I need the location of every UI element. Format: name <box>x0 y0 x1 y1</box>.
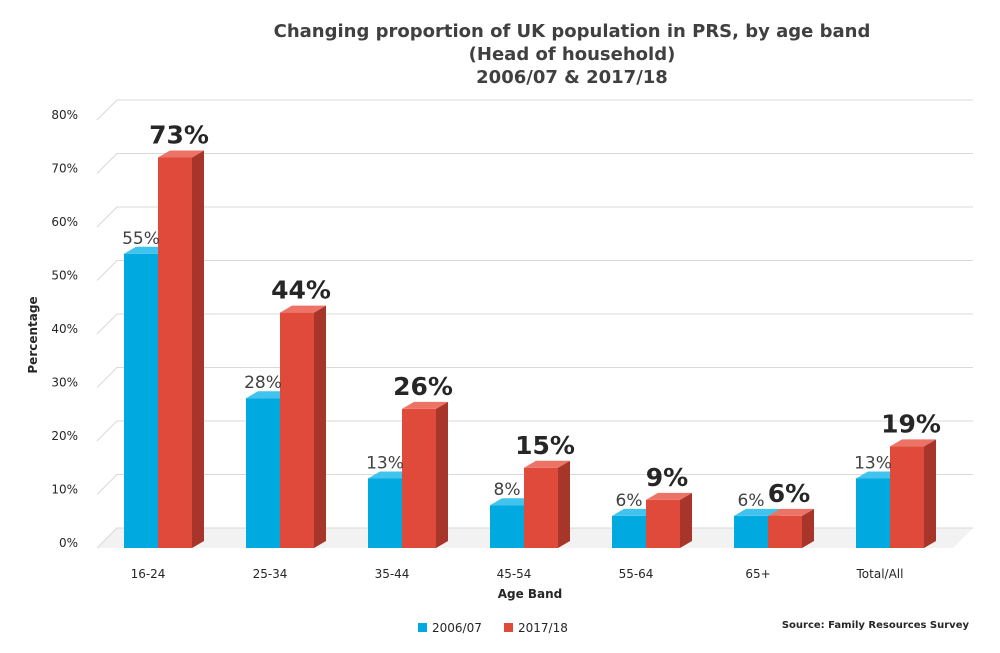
y-tick-label: 20% <box>51 429 78 443</box>
bar-series2 <box>524 460 570 548</box>
bar-top <box>158 150 204 158</box>
data-label: 13% <box>854 453 892 473</box>
data-label: 6% <box>768 479 810 508</box>
data-label: 44% <box>271 276 331 305</box>
bar-top <box>768 508 814 516</box>
x-tick-label: 55-64 <box>619 567 654 581</box>
bar-series2 <box>768 508 814 548</box>
legend-label: 2017/18 <box>518 621 568 635</box>
gridline <box>96 99 973 121</box>
x-axis-ticks: 16-24 25-34 35-44 45-54 55-64 65+ Total/All <box>131 567 904 581</box>
bar-side <box>436 401 448 548</box>
y-axis-ticks: 0% 10% 20% 30% 40% 50% 60% 70% 80% <box>51 108 78 550</box>
gridline <box>96 474 973 495</box>
y-tick-label: 60% <box>51 215 78 229</box>
legend-swatch <box>504 623 513 632</box>
data-label: 26% <box>393 372 453 401</box>
bar-front <box>734 515 768 548</box>
title-line-2: (Head of household) <box>469 44 676 65</box>
y-tick-label: 70% <box>51 162 78 176</box>
bar-top <box>402 401 448 409</box>
bar-side <box>558 460 570 548</box>
bar-top <box>646 492 692 500</box>
title-line-1: Changing proportion of UK population in … <box>274 21 871 42</box>
bar-front <box>856 478 890 548</box>
bar-side <box>924 439 936 548</box>
bar-front <box>768 515 802 548</box>
data-label: 55% <box>122 229 160 249</box>
bar-series2 <box>402 401 448 548</box>
bar-front <box>646 499 680 548</box>
gridline <box>96 420 973 442</box>
data-label: 6% <box>616 491 643 511</box>
bar-front <box>890 446 924 548</box>
legend: 2006/07 2017/18 <box>418 621 568 635</box>
bars <box>124 150 936 548</box>
gridline <box>96 367 973 388</box>
y-tick-label: 50% <box>51 269 78 283</box>
y-tick-label: 0% <box>59 536 78 550</box>
y-axis-title: Percentage <box>26 296 40 373</box>
bar-front <box>246 398 280 548</box>
bar-series2 <box>646 492 692 548</box>
gridline <box>96 313 973 335</box>
y-tick-label: 10% <box>51 483 78 497</box>
bar-side <box>680 492 692 548</box>
data-label: 15% <box>515 431 575 460</box>
x-tick-label: 65+ <box>745 567 770 581</box>
data-label: 19% <box>881 409 941 438</box>
x-tick-label: 16-24 <box>131 567 166 581</box>
bar-series2 <box>158 150 204 548</box>
gridline <box>96 153 973 174</box>
bar-front <box>612 515 646 548</box>
x-tick-label: Total/All <box>856 567 904 581</box>
y-tick-label: 40% <box>51 322 78 336</box>
x-tick-label: 35-44 <box>375 567 410 581</box>
bar-front <box>524 467 558 548</box>
data-label: 6% <box>738 491 765 511</box>
gridlines <box>96 99 973 549</box>
bar-front <box>158 157 192 548</box>
bar-top <box>890 439 936 447</box>
y-tick-label: 80% <box>51 108 78 122</box>
chart-title: Changing proportion of UK population in … <box>274 21 871 88</box>
bar-side <box>314 305 326 548</box>
x-tick-label: 45-54 <box>497 567 532 581</box>
bar-side <box>802 508 814 548</box>
gridline <box>96 260 973 281</box>
x-axis-title: Age Band <box>498 587 563 601</box>
gridline <box>96 206 973 228</box>
bar-front <box>490 505 524 548</box>
data-label: 8% <box>494 480 521 500</box>
data-label: 13% <box>366 453 404 473</box>
data-label: 28% <box>244 373 282 393</box>
bar-top <box>280 305 326 313</box>
source-note: Source: Family Resources Survey <box>782 620 970 631</box>
data-label: 73% <box>149 120 209 149</box>
bar-top <box>524 460 570 468</box>
bar-front <box>402 408 436 548</box>
bar-front <box>280 312 314 548</box>
x-tick-label: 25-34 <box>253 567 288 581</box>
bar-series2 <box>890 439 936 548</box>
bar-front <box>368 478 402 548</box>
y-tick-label: 30% <box>51 376 78 390</box>
legend-swatch <box>418 623 427 632</box>
legend-label: 2006/07 <box>432 621 482 635</box>
bar-front <box>124 253 158 548</box>
bar-series2 <box>280 305 326 548</box>
data-labels: 55%73%28%44%13%26%8%15%6%9%6% 6%13%19% <box>122 120 941 510</box>
bar-side <box>192 150 204 548</box>
bar-top <box>734 508 780 516</box>
data-label: 9% <box>646 463 688 492</box>
title-line-3: 2006/07 & 2017/18 <box>476 67 668 88</box>
